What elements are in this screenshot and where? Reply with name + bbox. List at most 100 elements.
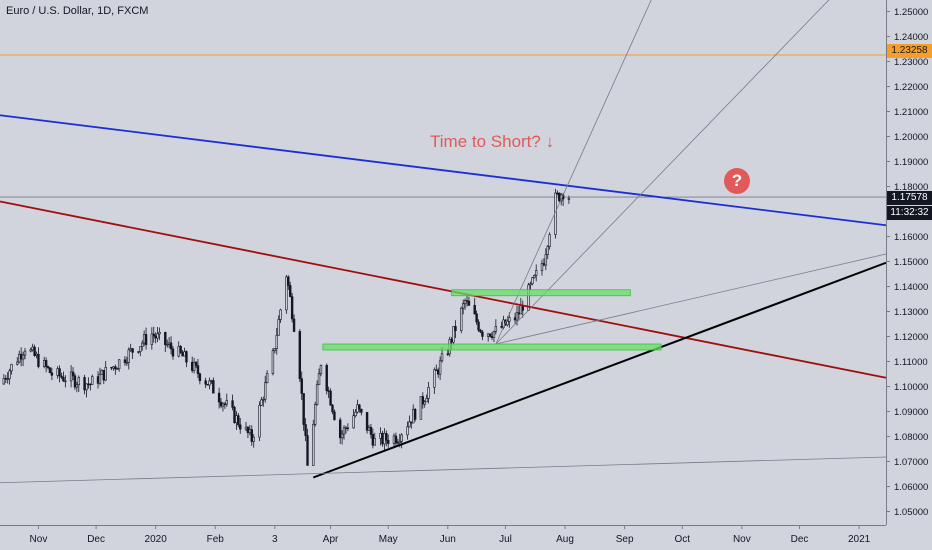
candle-body	[21, 354, 25, 360]
candle-body	[329, 390, 332, 406]
candle-body	[29, 349, 32, 352]
candle-body	[179, 346, 182, 353]
last-price-tag: 1.17578	[887, 191, 932, 205]
candle-body	[300, 378, 303, 394]
candle-body	[169, 342, 173, 350]
candle-body	[494, 326, 498, 332]
candle-body	[219, 401, 223, 407]
x-tick-label: Feb	[207, 534, 225, 545]
candle-body	[104, 367, 107, 381]
candle-body	[62, 376, 65, 382]
candle-body	[306, 435, 309, 466]
candle-body	[212, 380, 215, 394]
candle-body	[529, 283, 532, 286]
candle-body	[427, 387, 430, 399]
candle-body	[517, 312, 521, 315]
candle-body	[77, 377, 80, 386]
candle-body	[371, 434, 375, 446]
candle-body	[129, 348, 132, 351]
candle-body	[287, 276, 290, 286]
y-tick-label: 1.09000	[894, 407, 928, 418]
candle-body	[500, 326, 503, 328]
candle-body	[467, 300, 471, 306]
candle-body	[508, 317, 511, 322]
candle-body	[23, 350, 27, 356]
candle-body	[463, 300, 467, 305]
candle-body	[237, 415, 240, 426]
x-tick-label: 3	[272, 534, 278, 545]
price-zone	[322, 343, 662, 351]
candle-body	[190, 361, 194, 371]
candle-body	[473, 305, 476, 315]
x-tick-label: Nov	[733, 534, 751, 545]
x-tick-label: Jul	[499, 534, 512, 545]
candle-body	[519, 304, 523, 315]
x-tick-label: Nov	[30, 534, 48, 545]
candle-body	[83, 377, 86, 391]
candle-body	[8, 370, 11, 380]
candle-body	[196, 365, 200, 375]
candle-body	[542, 263, 546, 266]
candle-body	[31, 346, 34, 351]
candle-body	[44, 360, 48, 367]
trendline-red	[0, 200, 887, 379]
candle-body	[98, 374, 102, 384]
candle-body	[273, 348, 277, 351]
x-tick-label: Jun	[440, 534, 456, 545]
candle-body	[302, 393, 305, 425]
candle-body	[381, 432, 384, 445]
candle-body	[102, 369, 105, 381]
candle-body	[91, 376, 94, 385]
candle-body	[331, 404, 334, 413]
candle-body	[185, 351, 188, 363]
x-tick-label: 2021	[848, 534, 871, 545]
y-tick-label: 1.13000	[894, 307, 928, 318]
price-axis-panel	[886, 0, 932, 550]
trendline-fan-3	[495, 253, 887, 345]
candle-body	[392, 435, 396, 444]
candle-body	[279, 309, 282, 320]
candle-body	[2, 378, 6, 385]
candle-body	[154, 335, 157, 339]
candle-body	[166, 344, 169, 346]
candle-body	[435, 369, 438, 371]
candle-body	[385, 433, 388, 441]
candle-body	[131, 348, 134, 353]
candle-body	[271, 350, 275, 374]
candle-body	[486, 333, 490, 337]
x-tick-label: Dec	[87, 534, 105, 545]
candle-body	[239, 424, 242, 430]
trendline-blue	[0, 114, 887, 227]
candle-body	[477, 321, 480, 331]
candle-body	[436, 369, 440, 375]
y-tick-label: 1.14000	[894, 282, 928, 293]
candle-body	[37, 353, 40, 367]
candle-body	[233, 407, 236, 424]
candle-body	[313, 404, 317, 425]
candle-body	[171, 348, 175, 357]
candle-body	[354, 411, 357, 417]
candle-body	[421, 396, 425, 405]
candle-body	[356, 404, 359, 413]
candle-body	[358, 404, 361, 410]
candle-body	[340, 433, 344, 439]
candle-body	[373, 438, 376, 446]
candle-body	[4, 378, 7, 380]
x-tick-label: Apr	[323, 534, 339, 545]
candle-body	[250, 429, 253, 442]
candle-body	[540, 263, 544, 271]
y-tick-label: 1.11000	[894, 357, 928, 368]
candle-body	[446, 353, 450, 355]
candle-body	[398, 440, 401, 443]
candle-body	[544, 254, 548, 266]
candle-body	[304, 424, 307, 436]
candle-body	[123, 359, 127, 363]
candle-body	[223, 403, 227, 405]
candle-body	[333, 411, 336, 421]
candle-body	[400, 434, 403, 442]
y-tick-label: 1.07000	[894, 457, 928, 468]
candle-body	[387, 439, 390, 444]
candle-body	[43, 360, 46, 367]
candle-body	[139, 346, 142, 352]
